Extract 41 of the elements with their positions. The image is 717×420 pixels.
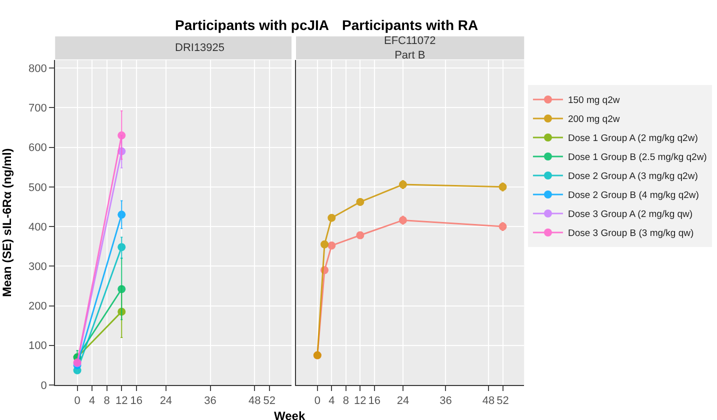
x-tick-label: 52 — [496, 395, 509, 408]
chart-subtitle: EFC11072 Part B — [384, 35, 436, 62]
chart-title: Participants with pcJIA — [175, 17, 330, 33]
x-tick-label: 12 — [115, 395, 128, 408]
legend-label: Dose 1 Group A (2 mg/kg q2w) — [568, 133, 698, 144]
x-tick-label: 36 — [440, 395, 452, 408]
legend-label: Dose 2 Group A (3 mg/kg q2w) — [568, 171, 698, 182]
x-tick-label: 16 — [368, 395, 381, 408]
x-tick-label: 8 — [342, 395, 349, 408]
y-tick-label: 400 — [28, 221, 47, 234]
y-tick-label: 300 — [28, 261, 47, 273]
x-tick-label: 36 — [204, 395, 216, 408]
x-tick-label: 24 — [160, 395, 172, 408]
y-tick-label: 600 — [28, 142, 47, 154]
x-tick-label: 4 — [328, 395, 335, 408]
y-tick-label: 200 — [28, 300, 47, 313]
chart-subtitle: DRI13925 — [175, 42, 225, 54]
x-tick-label: 0 — [74, 395, 80, 408]
legend-label: Dose 3 Group A (2 mg/kg qw) — [568, 209, 693, 220]
x-tick-label: 52 — [263, 395, 276, 408]
x-axis-title: Week — [274, 409, 306, 420]
y-tick-label: 0 — [40, 380, 47, 392]
x-tick-label: 12 — [354, 395, 366, 408]
legend-label: Dose 1 Group B (2.5 mg/kg q2w) — [568, 152, 707, 164]
chart-title: Participants with RA — [342, 17, 478, 33]
legend-label: Dose 2 Group B (4 mg/kg q2w) — [568, 190, 699, 202]
legend-label: Dose 3 Group B (3 mg/kg qw) — [568, 228, 694, 240]
y-tick-label: 800 — [28, 62, 47, 75]
x-tick-label: 8 — [104, 395, 110, 408]
legend-label: 150 mg q2w — [568, 95, 620, 106]
y-tick-label: 700 — [28, 102, 47, 115]
x-tick-label: 0 — [314, 395, 320, 408]
x-tick-label: 24 — [396, 395, 410, 408]
legend-label: 200 mg q2w — [568, 114, 620, 126]
x-tick-label: 48 — [482, 395, 495, 408]
y-tick-label: 500 — [28, 182, 47, 194]
x-tick-label: 48 — [248, 395, 261, 408]
y-axis-title: Mean (SE) sIL-6Rα (ng/ml) — [0, 148, 14, 297]
x-tick-label: 4 — [88, 395, 96, 408]
x-tick-label: 16 — [130, 395, 143, 408]
y-tick-label: 100 — [28, 340, 47, 352]
